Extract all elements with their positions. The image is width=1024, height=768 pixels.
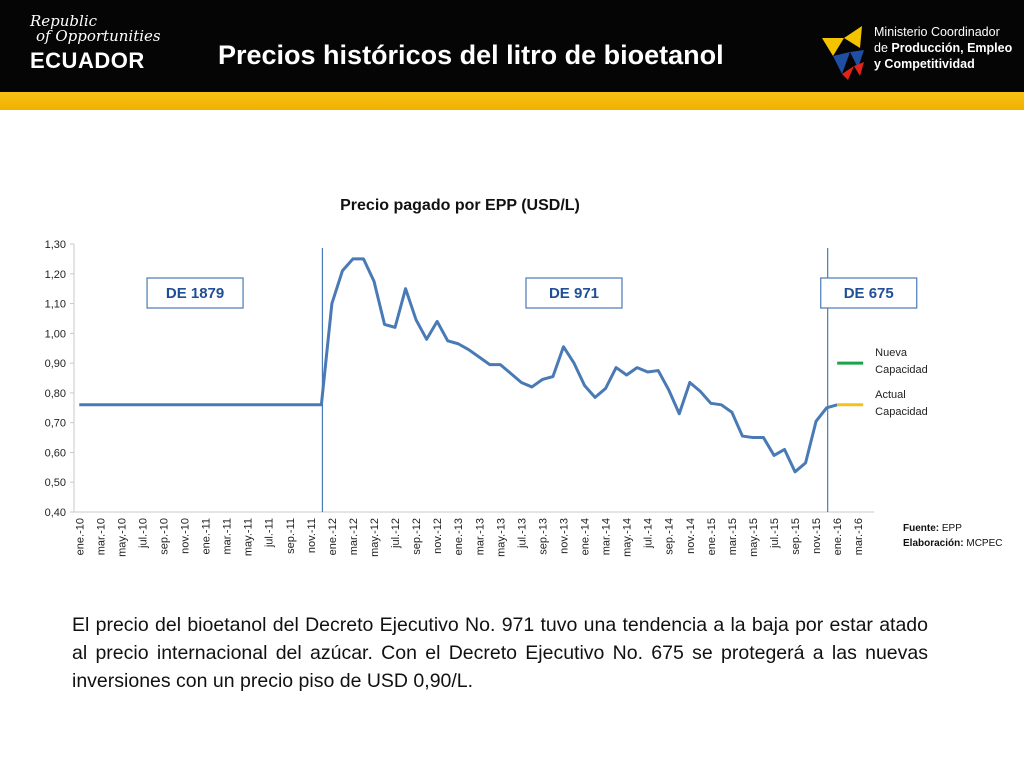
x-tick-label: sep.-13	[537, 518, 549, 555]
x-tick-label: mar.-14	[601, 518, 613, 555]
x-tick-label: jul.-11	[264, 518, 276, 548]
y-tick-label: 0,40	[45, 507, 66, 519]
logo-brand: ECUADOR	[30, 48, 145, 73]
y-tick-label: 1,10	[45, 299, 66, 311]
x-tick-label: nov.-12	[432, 518, 444, 554]
decree-box: DE 675	[820, 277, 918, 309]
ministry-line2-bold: Producción, Empleo	[891, 41, 1013, 55]
x-tick-label: mar.-10	[95, 518, 107, 555]
x-tick-label: mar.-11	[222, 518, 234, 554]
y-tick-label: 1,30	[45, 239, 66, 251]
ministry-logo: Ministerio Coordinador de Producción, Em…	[820, 22, 1020, 82]
legend-label-line2: Capacidad	[875, 364, 928, 376]
x-tick-label: ene.-14	[580, 518, 592, 555]
decree-box-frame	[146, 277, 244, 309]
y-tick-label: 0,50	[45, 477, 66, 489]
fuente-label: Fuente:	[903, 523, 940, 534]
x-tick-label: sep.-12	[411, 518, 423, 555]
ecuador-logo: Republic of Opportunities ECUADOR	[30, 14, 170, 78]
description-paragraph: El precio del bioetanol del Decreto Ejec…	[72, 614, 928, 692]
x-tick-label: ene.-11	[201, 518, 213, 555]
x-tick-label: mar.-13	[474, 518, 486, 555]
chart-title: Precio pagado por EPP (USD/L)	[340, 197, 580, 214]
series-line	[79, 257, 838, 474]
x-tick-label: sep.-10	[158, 518, 170, 555]
x-tick-label: nov.-11	[306, 518, 318, 553]
decree-box-label: DE 675	[844, 285, 894, 302]
series-line-group	[79, 257, 838, 474]
decree-box-label: DE 1879	[166, 285, 224, 302]
y-tick-label: 1,00	[45, 328, 66, 340]
ministry-line1: Ministerio Coordinador	[874, 25, 1000, 39]
x-axis: ene.-10 mar.-10 may.-10 jul.-10 sep.-10 nov.-…	[74, 518, 865, 557]
y-axis: 0,40 0,50 0,60 0,70 0,80 0,90 1,00 1,10 1,20 1,30	[45, 239, 874, 519]
legend-label-line1: Nueva	[875, 347, 908, 359]
x-tick-label: may.-14	[622, 518, 634, 557]
x-tick-label: may.-15	[748, 518, 760, 557]
logo-script-line1: Republic	[30, 12, 98, 30]
ministry-line2-prefix: de	[874, 41, 892, 55]
x-tick-label: jul.-14	[643, 518, 655, 549]
x-tick-label: nov.-10	[180, 518, 192, 554]
decree-box-frame	[525, 277, 623, 309]
elaboracion-label: Elaboración:	[903, 538, 964, 549]
page-title: Precios históricos del litro de bioetano…	[218, 40, 724, 70]
source-note: Fuente: EPP Elaboración: MCPEC	[903, 521, 1002, 551]
x-tick-label: ene.-16	[832, 518, 844, 555]
x-tick-label: may.-12	[369, 518, 381, 557]
y-tick-label: 0,80	[45, 388, 66, 400]
x-tick-label: mar.-16	[853, 518, 865, 555]
x-tick-label: nov.-15	[811, 518, 823, 554]
price-chart: Precio pagado por EPP (USD/L) 0,400,500,…	[45, 197, 928, 557]
x-tick-label: jul.-13	[516, 518, 528, 549]
x-tick-label: jul.-15	[769, 518, 781, 549]
ministry-emblem-icon	[822, 26, 864, 80]
x-tick-label: mar.-15	[727, 518, 739, 555]
legend-label-line1: Actual	[875, 389, 906, 401]
ministry-line3: y Competitividad	[874, 57, 975, 71]
x-tick-label: jul.-12	[390, 518, 402, 549]
decree-box-label: DE 971	[549, 285, 599, 302]
x-tick-label: sep.-14	[664, 518, 676, 555]
elaboracion-value: MCPEC	[966, 538, 1003, 549]
decree-box: DE 971	[525, 277, 623, 309]
chart-legend: Nueva Capacidad Actual Capacidad	[837, 347, 928, 418]
decree-boxes: DE 1879 DE 971 DE 675	[146, 277, 918, 309]
x-tick-label: ene.-15	[706, 518, 718, 555]
x-tick-label: jul.-10	[137, 518, 149, 549]
y-tick-label: 0,60	[45, 447, 66, 459]
logo-script-line2: of Opportunities	[36, 27, 161, 45]
x-tick-label: sep.-15	[790, 518, 802, 555]
x-tick-label: nov.-14	[685, 518, 697, 554]
decree-box: DE 1879	[146, 277, 244, 309]
y-tick-label: 0,70	[45, 418, 66, 430]
decree-box-frame	[820, 277, 918, 309]
y-tick-label: 1,20	[45, 269, 66, 281]
x-tick-label: may.-11	[243, 518, 255, 556]
x-tick-label: may.-13	[495, 518, 507, 557]
y-tick-label: 0,90	[45, 358, 66, 370]
x-tick-label: ene.-10	[74, 518, 86, 555]
header-bar: Republic of Opportunities ECUADOR Precio…	[0, 0, 1024, 92]
legend-label-line2: Capacidad	[875, 406, 928, 418]
x-tick-label: sep.-11	[285, 518, 297, 554]
x-tick-label: nov.-13	[558, 518, 570, 554]
x-tick-label: ene.-13	[453, 518, 465, 555]
yellow-band	[0, 92, 1024, 110]
x-tick-label: ene.-12	[327, 518, 339, 555]
x-tick-label: mar.-12	[348, 518, 360, 555]
x-tick-label: may.-10	[116, 518, 128, 557]
fuente-value: EPP	[941, 523, 962, 534]
